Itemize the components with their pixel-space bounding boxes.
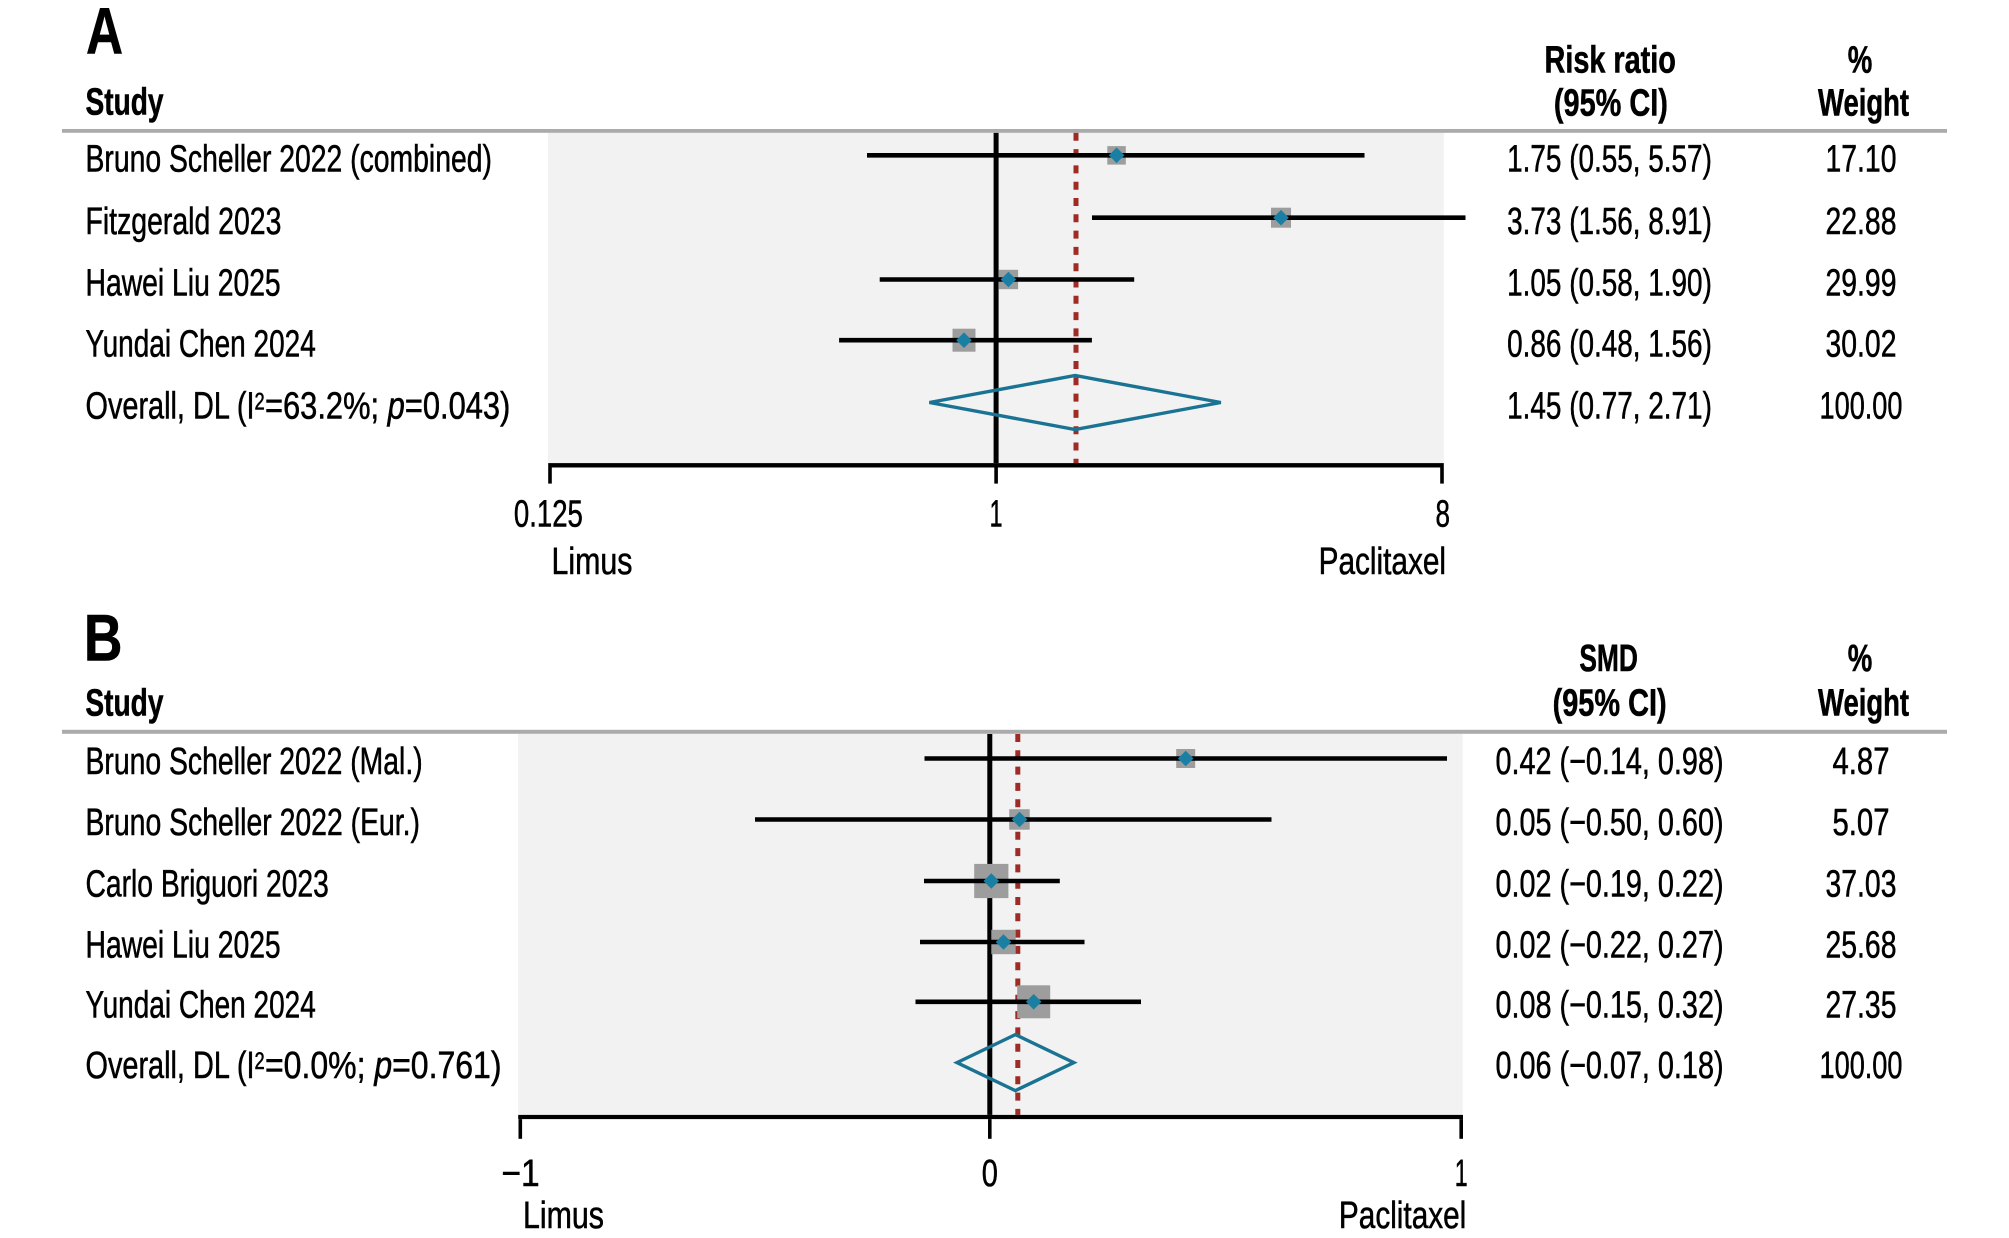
svg-text:Yundai Chen 2024: Yundai Chen 2024 [86,984,316,1026]
svg-text:SMD: SMD [1579,636,1638,679]
svg-text:100.00: 100.00 [1820,1044,1903,1087]
svg-text:5.07: 5.07 [1833,801,1890,844]
svg-text:29.99: 29.99 [1826,263,1897,305]
svg-text:Paclitaxel: Paclitaxel [1339,1195,1466,1237]
svg-text:Limus: Limus [552,541,633,583]
svg-text:22.88: 22.88 [1826,201,1897,243]
svg-text:Study: Study [86,82,164,124]
svg-text:−1: −1 [501,1152,539,1194]
svg-text:(95% CI): (95% CI) [1553,682,1667,725]
svg-text:(95% CI): (95% CI) [1554,82,1668,125]
svg-text:1.45 (0.77, 2.71): 1.45 (0.77, 2.71) [1507,385,1712,427]
svg-text:27.35: 27.35 [1826,984,1897,1026]
svg-text:0.08 (−0.15, 0.32): 0.08 (−0.15, 0.32) [1495,983,1723,1026]
svg-text:Carlo Briguori 2023: Carlo Briguori 2023 [86,864,329,906]
svg-text:Hawei Liu 2025: Hawei Liu 2025 [86,263,281,305]
svg-text:0.86 (0.48, 1.56): 0.86 (0.48, 1.56) [1507,323,1712,365]
svg-text:%: % [1848,39,1873,81]
svg-text:Hawei Liu 2025: Hawei Liu 2025 [86,925,281,967]
svg-text:A: A [86,0,123,68]
svg-text:1.05 (0.58, 1.90): 1.05 (0.58, 1.90) [1507,263,1712,305]
svg-text:1: 1 [1455,1151,1468,1194]
svg-text:1: 1 [990,492,1003,535]
svg-text:Fitzgerald 2023: Fitzgerald 2023 [86,201,282,243]
svg-text:0: 0 [982,1152,998,1195]
svg-text:Paclitaxel: Paclitaxel [1319,541,1446,583]
svg-text:0.125: 0.125 [514,493,583,535]
svg-text:1.75 (0.55, 5.57): 1.75 (0.55, 5.57) [1507,138,1712,180]
svg-text:0.02 (−0.19, 0.22): 0.02 (−0.19, 0.22) [1495,863,1723,906]
svg-text:=63.2%; p=0.043): =63.2%; p=0.043) [265,385,510,427]
svg-text:B: B [84,601,123,675]
svg-text:=0.0%; p=0.761): =0.0%; p=0.761) [265,1045,501,1087]
svg-text:Overall, DL (I2: Overall, DL (I2 [86,385,265,428]
svg-text:Study: Study [85,683,163,725]
svg-text:0.02 (−0.22, 0.27): 0.02 (−0.22, 0.27) [1495,924,1723,967]
svg-text:Overall, DL (I2: Overall, DL (I2 [86,1044,265,1087]
svg-text:Yundai Chen 2024: Yundai Chen 2024 [86,323,316,365]
svg-text:0.05 (−0.50, 0.60): 0.05 (−0.50, 0.60) [1495,801,1723,844]
svg-text:Weight: Weight [1818,82,1909,124]
svg-text:Bruno Scheller 2022 (Eur.): Bruno Scheller 2022 (Eur.) [86,802,421,844]
svg-text:Bruno Scheller 2022 (Mal.): Bruno Scheller 2022 (Mal.) [86,741,423,783]
svg-text:8: 8 [1435,493,1449,535]
svg-text:Risk ratio: Risk ratio [1544,39,1675,82]
svg-text:%: % [1848,638,1873,680]
svg-text:Limus: Limus [523,1195,604,1237]
svg-text:25.68: 25.68 [1826,925,1897,967]
svg-text:3.73 (1.56, 8.91): 3.73 (1.56, 8.91) [1507,201,1712,243]
svg-text:Bruno Scheller 2022 (combined): Bruno Scheller 2022 (combined) [86,139,492,181]
svg-text:17.10: 17.10 [1826,139,1897,181]
svg-text:100.00: 100.00 [1820,384,1903,427]
svg-text:0.06 (−0.07, 0.18): 0.06 (−0.07, 0.18) [1495,1044,1723,1087]
svg-text:0.42 (−0.14, 0.98): 0.42 (−0.14, 0.98) [1495,740,1723,783]
svg-text:37.03: 37.03 [1826,864,1897,906]
svg-text:30.02: 30.02 [1826,324,1897,366]
svg-text:Weight: Weight [1818,682,1909,724]
svg-text:4.87: 4.87 [1833,740,1890,783]
